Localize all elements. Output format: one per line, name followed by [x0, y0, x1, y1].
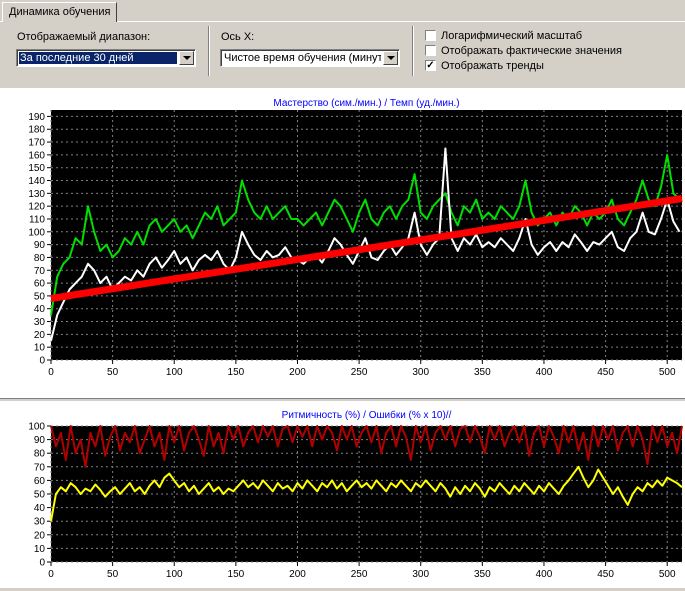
x-tick-label: 300	[412, 569, 429, 580]
y-tick-label: 10	[34, 544, 46, 555]
chart-title: Ритмичность (%) / Ошибки (% x 10)//	[282, 409, 452, 421]
chevron-down-icon[interactable]	[179, 51, 194, 65]
x-tick-label: 300	[412, 367, 429, 378]
y-tick-label: 180	[28, 125, 45, 136]
y-tick-label: 90	[34, 435, 46, 446]
tab-training-dynamics[interactable]: Динамика обучения	[2, 2, 118, 22]
log-scale-label: Логарифмический масштаб	[441, 30, 583, 42]
y-tick-label: 10	[34, 343, 46, 354]
y-tick-label: 70	[34, 266, 46, 277]
skill-chart: Мастерство (сим./мин.) / Темп (уд./мин.)…	[28, 98, 683, 378]
x-tick-label: 100	[166, 367, 183, 378]
trends-label: Отображать тренды	[441, 60, 544, 72]
x-tick-label: 450	[597, 367, 614, 378]
y-tick-label: 80	[34, 253, 46, 264]
actual-values-label: Отображать фактические значения	[441, 45, 622, 57]
y-tick-label: 140	[28, 176, 45, 187]
series-line-0	[50, 153, 681, 316]
series-line-1	[50, 465, 683, 522]
x-tick-label: 400	[536, 569, 553, 580]
y-tick-label: 100	[28, 227, 45, 238]
xaxis-combo[interactable]: Чистое время обучения (минут	[220, 49, 400, 67]
x-tick-label: 350	[474, 367, 491, 378]
x-tick-label: 50	[107, 569, 119, 580]
y-tick-label: 0	[39, 356, 45, 367]
chevron-down-icon[interactable]	[383, 51, 398, 65]
checkbox-box[interactable]: ✓	[425, 60, 436, 71]
x-tick-label: 150	[228, 367, 245, 378]
y-tick-label: 50	[34, 490, 46, 501]
x-tick-label: 200	[289, 569, 306, 580]
checkbox-box[interactable]	[425, 45, 436, 56]
y-tick-label: 20	[34, 530, 46, 541]
y-tick-label: 30	[34, 517, 46, 528]
x-tick-label: 0	[48, 569, 54, 580]
range-combo-value: За последние 30 дней	[19, 52, 177, 64]
panel-divider[interactable]	[0, 398, 685, 402]
y-tick-label: 40	[34, 304, 46, 315]
series-line-0	[50, 425, 683, 468]
x-tick-label: 250	[351, 569, 368, 580]
y-tick-label: 120	[28, 202, 45, 213]
x-tick-label: 400	[536, 367, 553, 378]
x-tick-label: 450	[597, 569, 614, 580]
rhythm-chart-panel: Ритмичность (%) / Ошибки (% x 10)// 0 10 20…	[0, 402, 685, 588]
y-tick-label: 90	[34, 240, 46, 251]
y-tick-label: 0	[39, 558, 45, 569]
skill-chart-panel: Мастерство (сим./мин.) / Темп (уд./мин.)…	[0, 88, 685, 398]
y-tick-label: 100	[28, 422, 45, 433]
series-line-2	[50, 195, 683, 302]
x-tick-label: 0	[48, 367, 54, 378]
chart-title: Мастерство (сим./мин.) / Темп (уд./мин.)	[273, 98, 459, 109]
xaxis-combo-value: Чистое время обучения (минут	[224, 52, 381, 64]
y-tick-label: 150	[28, 163, 45, 174]
x-tick-label: 500	[659, 367, 676, 378]
x-tick-label: 500	[659, 569, 676, 580]
y-tick-label: 70	[34, 462, 46, 473]
tab-bar: Динамика обучения	[0, 0, 685, 22]
y-tick-label: 170	[28, 138, 45, 149]
separator	[412, 26, 414, 76]
series-line-1	[50, 147, 681, 342]
y-tick-label: 30	[34, 317, 46, 328]
y-tick-label: 110	[29, 214, 45, 225]
x-tick-label: 250	[351, 367, 368, 378]
y-tick-label: 60	[34, 476, 46, 487]
plot-area	[51, 110, 682, 360]
y-tick-label: 50	[34, 291, 46, 302]
separator	[208, 26, 210, 76]
checkbox-box[interactable]	[425, 30, 436, 41]
y-tick-label: 130	[28, 189, 45, 200]
tab-baseline	[0, 21, 685, 22]
y-tick-label: 160	[28, 150, 45, 161]
x-tick-label: 50	[107, 367, 119, 378]
y-tick-label: 40	[34, 503, 46, 514]
x-tick-label: 350	[474, 569, 491, 580]
y-tick-label: 60	[34, 279, 46, 290]
range-label: Отображаемый диапазон:	[17, 31, 151, 43]
xaxis-label: Ось X:	[221, 31, 255, 43]
rhythm-chart: Ритмичность (%) / Ошибки (% x 10)// 0 10 20…	[28, 409, 683, 580]
x-tick-label: 100	[166, 569, 183, 580]
range-combo[interactable]: За последние 30 дней	[16, 49, 196, 67]
y-tick-label: 190	[28, 112, 45, 123]
x-tick-label: 200	[289, 367, 306, 378]
x-tick-label: 150	[228, 569, 245, 580]
y-tick-label: 20	[34, 330, 46, 341]
y-tick-label: 80	[34, 449, 46, 460]
